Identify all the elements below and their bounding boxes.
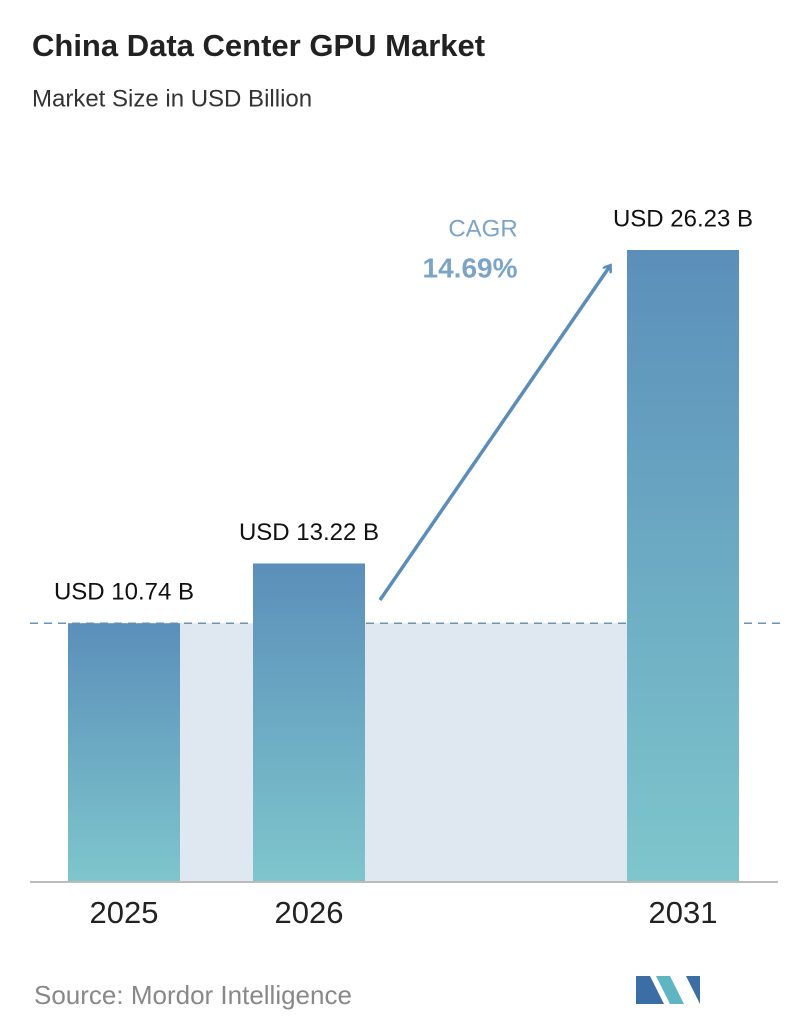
cagr-value: 14.69% — [423, 252, 518, 283]
logo — [636, 976, 700, 1004]
bar — [253, 563, 365, 882]
bar — [68, 623, 180, 882]
x-tick-label: 2026 — [275, 895, 344, 930]
source: Source: Mordor Intelligence — [34, 980, 352, 1010]
plot-area: USD 10.74 B 2025 USD 13.22 B 2026 USD 26.23 … — [30, 205, 780, 930]
x-tick-label: 2025 — [90, 895, 159, 930]
value-label: USD 10.74 B — [54, 579, 194, 606]
cagr-label: CAGR — [448, 215, 517, 242]
cagr-arrow — [378, 266, 610, 601]
value-label: USD 26.23 B — [613, 205, 753, 232]
chart-subtitle: Market Size in USD Billion — [32, 85, 312, 112]
chart-title: China Data Center GPU Market — [32, 28, 485, 63]
x-tick-label: 2031 — [649, 895, 718, 930]
bar — [627, 250, 739, 882]
value-label: USD 13.22 B — [239, 519, 379, 546]
